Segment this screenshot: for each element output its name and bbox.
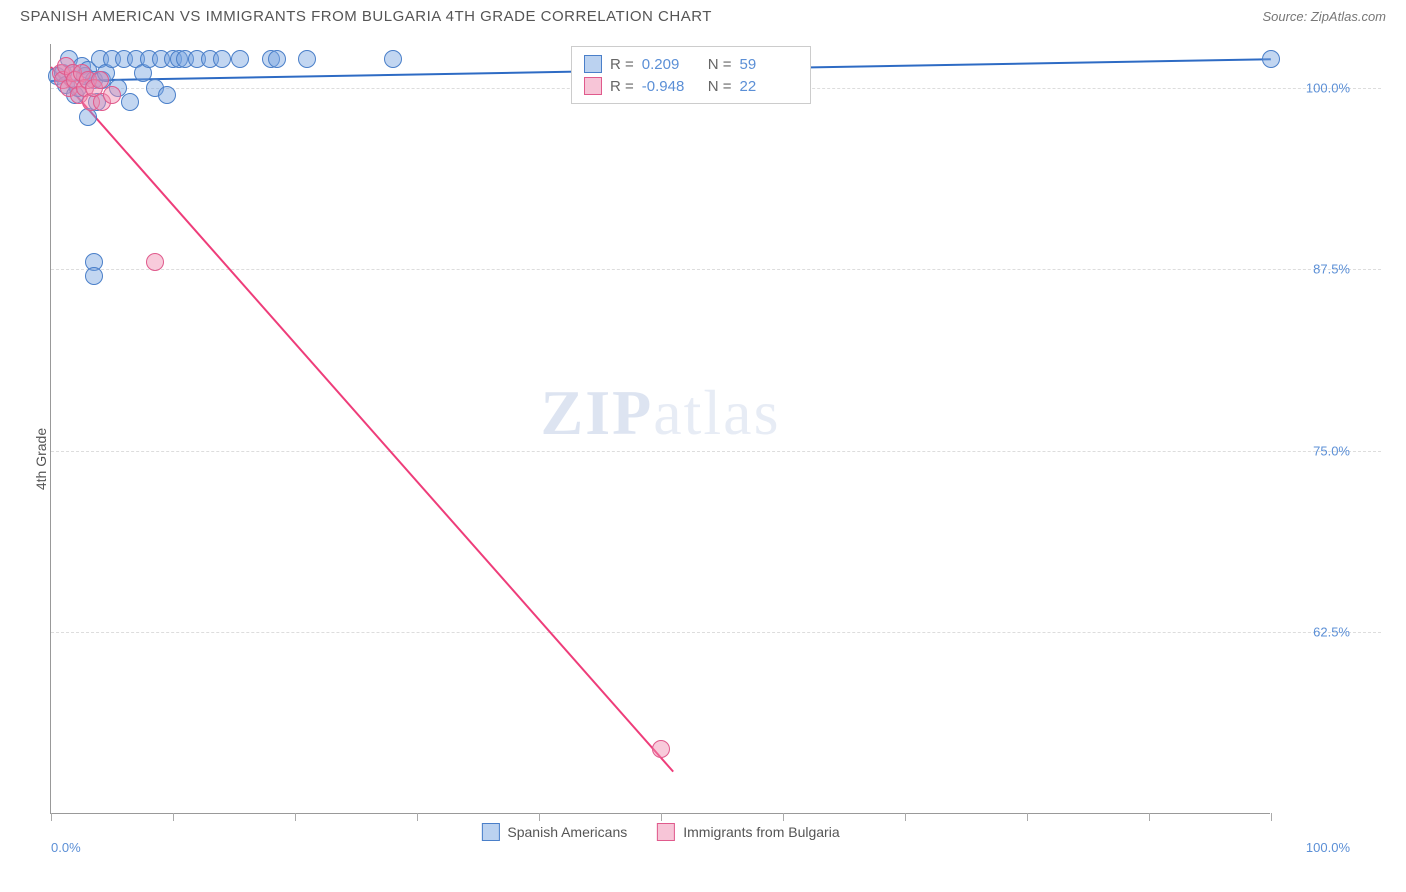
data-point <box>146 253 164 271</box>
xtick-mark <box>905 813 906 821</box>
y-axis-label: 4th Grade <box>33 428 49 490</box>
ytick-label: 87.5% <box>1280 262 1350 277</box>
xtick-mark <box>661 813 662 821</box>
xtick-mark <box>1271 813 1272 821</box>
legend-bottom: Spanish Americans Immigrants from Bulgari… <box>481 823 839 841</box>
chart-title: SPANISH AMERICAN VS IMMIGRANTS FROM BULG… <box>20 8 712 25</box>
stats-swatch <box>584 55 602 73</box>
data-point <box>298 50 316 68</box>
data-point <box>268 50 286 68</box>
stats-row: R = 0.209 N = 59 <box>584 53 798 75</box>
n-label: N = <box>708 56 732 73</box>
chart-source: Source: ZipAtlas.com <box>1262 9 1386 24</box>
data-point <box>1262 50 1280 68</box>
n-value: 22 <box>740 78 798 95</box>
watermark-atlas: atlas <box>653 377 780 448</box>
stats-box: R = 0.209 N = 59 R = -0.948 N = 22 <box>571 46 811 104</box>
legend-swatch <box>481 823 499 841</box>
xtick-mark <box>173 813 174 821</box>
xtick-mark <box>1149 813 1150 821</box>
gridline-h <box>51 451 1381 452</box>
n-value: 59 <box>740 56 798 73</box>
gridline-h <box>51 269 1381 270</box>
r-value: -0.948 <box>642 78 700 95</box>
chart-container: 4th Grade ZIPatlas Spanish AmericansImmi… <box>0 29 1406 889</box>
watermark-zip: ZIP <box>541 377 654 448</box>
plot-area: ZIPatlas Spanish AmericansImmigrants fro… <box>50 44 1270 814</box>
xtick-mark <box>295 813 296 821</box>
gridline-h <box>51 632 1381 633</box>
data-point <box>231 50 249 68</box>
xtick-mark <box>51 813 52 821</box>
xtick-mark <box>539 813 540 821</box>
ytick-label: 100.0% <box>1280 80 1350 95</box>
xtick-label: 100.0% <box>1280 840 1350 855</box>
xtick-mark <box>1027 813 1028 821</box>
legend-item: Immigrants from Bulgaria <box>657 823 839 841</box>
data-point <box>121 93 139 111</box>
stats-row: R = -0.948 N = 22 <box>584 75 798 97</box>
r-label: R = <box>610 56 634 73</box>
legend-item: Spanish Americans <box>481 823 627 841</box>
data-point <box>384 50 402 68</box>
ytick-label: 62.5% <box>1280 625 1350 640</box>
legend-label: Immigrants from Bulgaria <box>683 824 839 840</box>
xtick-mark <box>417 813 418 821</box>
data-point <box>158 86 176 104</box>
r-value: 0.209 <box>642 56 700 73</box>
r-label: R = <box>610 78 634 95</box>
legend-label: Spanish Americans <box>507 824 627 840</box>
xtick-mark <box>783 813 784 821</box>
stats-swatch <box>584 77 602 95</box>
data-point <box>213 50 231 68</box>
legend-swatch <box>657 823 675 841</box>
data-point <box>85 267 103 285</box>
chart-header: SPANISH AMERICAN VS IMMIGRANTS FROM BULG… <box>0 0 1406 29</box>
n-label: N = <box>708 78 732 95</box>
trend-line <box>50 66 674 772</box>
watermark: ZIPatlas <box>541 376 781 450</box>
xtick-label: 0.0% <box>51 840 81 855</box>
data-point <box>103 86 121 104</box>
ytick-label: 75.0% <box>1280 443 1350 458</box>
data-point <box>652 740 670 758</box>
